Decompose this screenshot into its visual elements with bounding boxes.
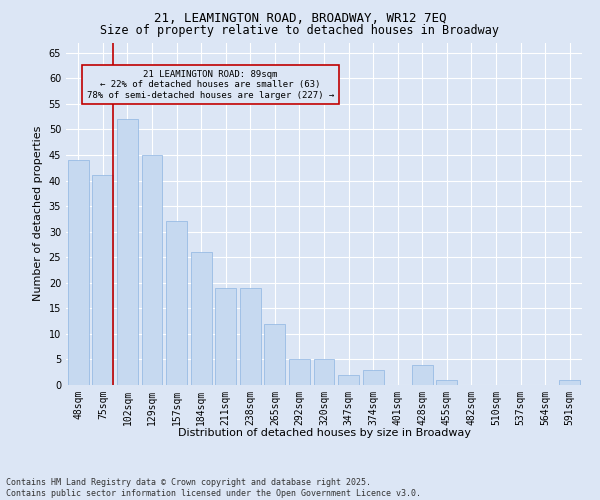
X-axis label: Distribution of detached houses by size in Broadway: Distribution of detached houses by size … bbox=[178, 428, 470, 438]
Bar bbox=[68, 160, 89, 385]
Bar bbox=[166, 222, 187, 385]
Y-axis label: Number of detached properties: Number of detached properties bbox=[33, 126, 43, 302]
Bar bbox=[362, 370, 383, 385]
Bar bbox=[240, 288, 261, 385]
Bar bbox=[142, 155, 163, 385]
Text: Size of property relative to detached houses in Broadway: Size of property relative to detached ho… bbox=[101, 24, 499, 37]
Bar bbox=[92, 176, 113, 385]
Bar bbox=[215, 288, 236, 385]
Bar bbox=[117, 119, 138, 385]
Bar bbox=[265, 324, 286, 385]
Text: 21, LEAMINGTON ROAD, BROADWAY, WR12 7EQ: 21, LEAMINGTON ROAD, BROADWAY, WR12 7EQ bbox=[154, 12, 446, 26]
Bar bbox=[289, 360, 310, 385]
Text: 21 LEAMINGTON ROAD: 89sqm
← 22% of detached houses are smaller (63)
78% of semi-: 21 LEAMINGTON ROAD: 89sqm ← 22% of detac… bbox=[87, 70, 334, 100]
Bar bbox=[436, 380, 457, 385]
Bar bbox=[314, 360, 334, 385]
Bar bbox=[559, 380, 580, 385]
Bar bbox=[191, 252, 212, 385]
Bar bbox=[338, 375, 359, 385]
Bar bbox=[412, 364, 433, 385]
Text: Contains HM Land Registry data © Crown copyright and database right 2025.
Contai: Contains HM Land Registry data © Crown c… bbox=[6, 478, 421, 498]
